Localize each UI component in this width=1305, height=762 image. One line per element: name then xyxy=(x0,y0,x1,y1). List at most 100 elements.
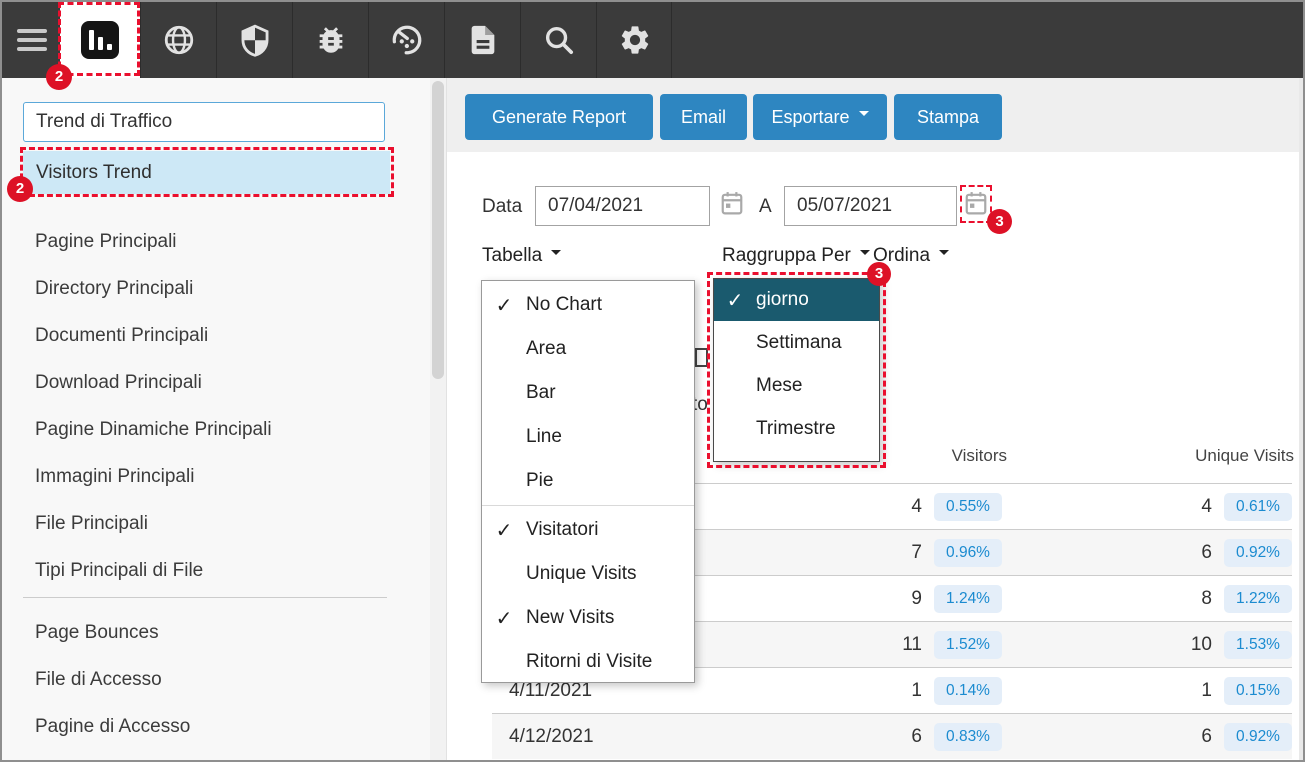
toolbar-tab-web[interactable] xyxy=(140,2,216,78)
sort-dropdown-trigger[interactable]: Ordina xyxy=(873,243,950,269)
sidebar-item[interactable]: Pagine di Accesso xyxy=(35,716,191,737)
unique-percent-badge: 0.15% xyxy=(1224,668,1292,714)
menu-item-label: Line xyxy=(526,426,562,447)
table-dropdown-label: Tabella xyxy=(482,245,543,266)
menu-item[interactable]: Line xyxy=(482,415,694,459)
checkmark-icon: ✓ xyxy=(726,289,744,312)
menu-item-label: Unique Visits xyxy=(526,563,637,584)
export-button-label: Esportare xyxy=(771,106,850,127)
table-row: 4/11/2021 1 0.14% 1 0.15% xyxy=(492,667,1292,713)
menu-item-label: No Chart xyxy=(526,294,603,315)
toolbar-tab-errors[interactable] xyxy=(292,2,368,78)
date-to-label: A xyxy=(759,196,772,217)
menu-item[interactable]: Unique Visits xyxy=(482,552,694,596)
menu-item[interactable]: Ritorni di Visite xyxy=(482,640,694,684)
menu-item[interactable]: Bar xyxy=(482,371,694,415)
group-by-dropdown-label: Raggruppa Per xyxy=(722,245,851,266)
sidebar-item[interactable]: Download Principali xyxy=(35,372,202,393)
date-from-input[interactable] xyxy=(535,186,710,226)
bar-chart-icon xyxy=(81,21,119,59)
sidebar-item[interactable]: Page Bounces xyxy=(35,622,159,643)
calendar-icon-from[interactable] xyxy=(721,191,743,220)
toolbar-tab-logs[interactable] xyxy=(444,2,520,78)
unique-percent-badge: 1.22% xyxy=(1224,576,1292,622)
menu-item-label: Ritorni di Visite xyxy=(526,651,653,672)
visitors-percent-badge: 0.96% xyxy=(934,530,1002,576)
toolbar-tab-activity[interactable] xyxy=(368,2,444,78)
checkmark-icon: ✓ xyxy=(495,519,513,542)
calendar-icon-to[interactable] xyxy=(965,191,987,220)
sidebar-item[interactable]: Immagini Principali xyxy=(35,466,195,487)
annotation-badge-3-group: 3 xyxy=(867,262,891,286)
chevron-down-icon xyxy=(859,250,870,260)
chevron-down-icon xyxy=(939,250,950,260)
menu-item-label: Bar xyxy=(526,382,556,403)
table-dropdown-trigger[interactable]: Tabella xyxy=(482,243,562,269)
visitors-percent-badge: 1.24% xyxy=(934,576,1002,622)
report-search-input[interactable] xyxy=(23,102,385,142)
cell-visitors-count: 7 xyxy=(911,542,922,563)
group-by-dropdown-menu: ✓ giorno Settimana Mese Trimestre xyxy=(713,278,880,462)
sidebar-item[interactable]: Tipi Principali di File xyxy=(35,560,204,581)
cell-visitors-count: 1 xyxy=(911,680,922,701)
sidebar-item[interactable]: Documenti Principali xyxy=(35,325,209,346)
cell-date: 4/11/2021 xyxy=(509,680,593,701)
sidebar-scrollbar-track xyxy=(430,78,446,760)
menu-item[interactable]: Area xyxy=(482,327,694,371)
checkmark-icon: ✓ xyxy=(495,294,513,317)
menu-item[interactable]: Trimestre xyxy=(714,407,879,450)
sidebar-item[interactable]: File di Accesso xyxy=(35,669,162,690)
sidebar-item[interactable]: File Principali xyxy=(35,513,148,534)
main-content: Generate Report Email Esportare Stampa D… xyxy=(446,78,1303,760)
document-icon xyxy=(471,25,495,55)
visitors-percent-badge: 0.83% xyxy=(934,714,1002,760)
sidebar-item[interactable]: Directory Principali xyxy=(35,278,194,299)
gear-icon xyxy=(621,26,649,54)
toolbar-tab-reports[interactable] xyxy=(60,2,140,78)
group-by-dropdown-trigger[interactable]: Raggruppa Per xyxy=(722,243,870,269)
cell-visitors-count: 4 xyxy=(911,496,922,517)
generate-report-button[interactable]: Generate Report xyxy=(465,94,653,140)
sidebar-item[interactable]: Pagine Principali xyxy=(35,231,177,252)
visitors-percent-badge: 0.55% xyxy=(934,484,1002,530)
sidebar: Visitors Trend Pagine Principali Director… xyxy=(2,78,430,760)
hamburger-menu-icon[interactable] xyxy=(17,29,47,51)
menu-divider xyxy=(482,505,694,506)
cell-unique-visits-count: 10 xyxy=(1190,634,1212,655)
export-dropdown-button[interactable]: Esportare xyxy=(753,94,887,140)
menu-item[interactable]: ✓ New Visits xyxy=(482,596,694,640)
unique-percent-badge: 0.92% xyxy=(1224,530,1292,576)
column-header-visitors: Visitors xyxy=(951,446,1007,465)
menu-item-label: Mese xyxy=(756,374,803,396)
cell-visitors-count: 11 xyxy=(902,634,922,655)
menu-item[interactable]: ✓ giorno xyxy=(714,279,879,321)
menu-item-label: New Visits xyxy=(526,607,615,628)
date-label: Data xyxy=(482,196,523,217)
menu-item-label: Pie xyxy=(526,470,554,491)
menu-item[interactable]: Pie xyxy=(482,459,694,503)
toolbar-tab-search[interactable] xyxy=(520,2,596,78)
toolbar-tab-settings[interactable] xyxy=(596,2,672,78)
date-to-input[interactable] xyxy=(784,186,957,226)
menu-item-label: Area xyxy=(526,338,567,359)
sidebar-scrollbar-thumb[interactable] xyxy=(432,81,444,379)
visitors-percent-badge: 1.52% xyxy=(934,622,1002,668)
sidebar-divider xyxy=(23,597,387,598)
sidebar-item-visitors-trend-selected[interactable]: Visitors Trend xyxy=(23,151,390,194)
cell-unique-visits-count: 6 xyxy=(1201,726,1212,747)
menu-item-label: Trimestre xyxy=(756,417,836,439)
menu-item[interactable]: ✓ No Chart xyxy=(482,283,694,327)
menu-item[interactable]: Mese xyxy=(714,364,879,407)
main-scrollbar[interactable] xyxy=(1299,78,1303,760)
cell-unique-visits-count: 8 xyxy=(1201,588,1212,609)
menu-item[interactable]: Settimana xyxy=(714,321,879,364)
print-button[interactable]: Stampa xyxy=(894,94,1002,140)
annotation-badge-2-tab: 2 xyxy=(46,64,72,90)
cell-date: 4/12/2021 xyxy=(509,726,594,747)
menu-item[interactable]: ✓ Visitatori xyxy=(482,508,694,552)
sidebar-item[interactable]: Pagine Dinamiche Principali xyxy=(35,419,272,440)
annotation-badge-2-sidebar: 2 xyxy=(7,176,33,202)
bug-icon xyxy=(319,27,343,53)
email-button[interactable]: Email xyxy=(660,94,747,140)
toolbar-tab-security[interactable] xyxy=(216,2,292,78)
